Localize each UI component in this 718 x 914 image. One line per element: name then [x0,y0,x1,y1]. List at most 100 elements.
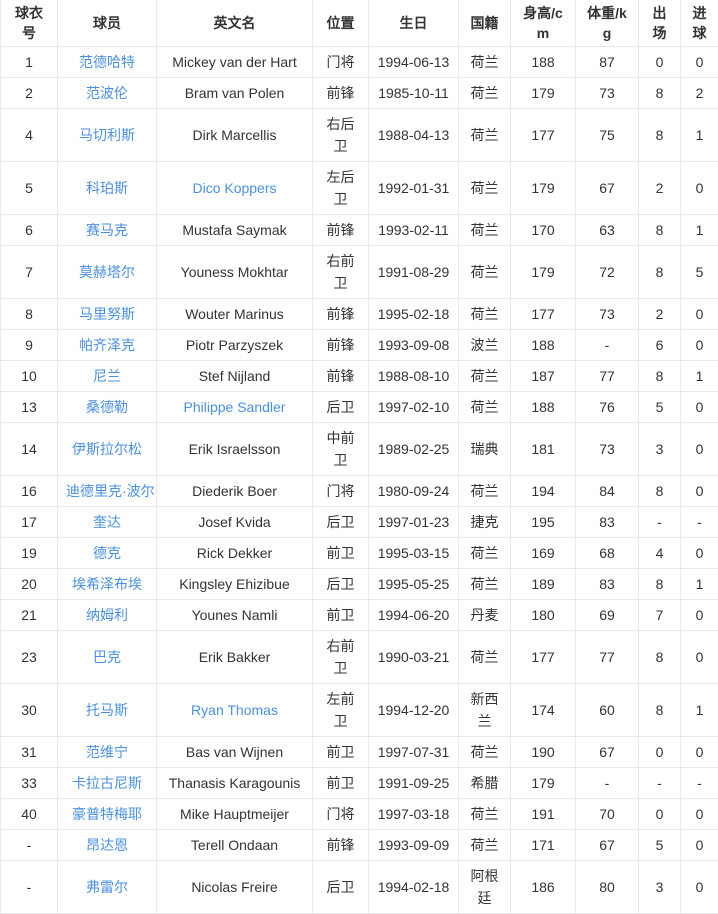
cell-appearances: 6 [639,330,681,361]
cell-english-name-text: Rick Dekker [197,545,272,561]
cell-height-text: 191 [531,806,554,822]
cell-weight-text: - [605,775,610,791]
cell-english-name-text: Mustafa Saymak [182,222,286,238]
cell-nationality-text: 荷兰 [471,837,499,853]
player-name-link[interactable]: 范维宁 [86,744,128,760]
cell-english-name-text: Josef Kvida [198,514,270,530]
player-name-link[interactable]: 豪普特梅耶 [72,806,142,822]
cell-english-name: Diederik Boer [157,476,313,507]
cell-appearances-text: 2 [656,180,664,196]
cell-birthday-text: 1980-09-24 [378,483,450,499]
cell-position-text: 后卫 [327,399,355,415]
cell-birthday: 1994-06-13 [369,47,459,78]
cell-jersey-number-text: - [27,879,32,895]
cell-appearances: 7 [639,600,681,631]
player-name-link[interactable]: 弗雷尔 [86,879,128,895]
player-en-name-link[interactable]: Ryan Thomas [191,702,278,718]
column-header-weight: 体重/kg [576,0,639,47]
column-header-label: 体重/kg [586,3,628,43]
player-name-link[interactable]: 赛马克 [86,222,128,238]
cell-birthday-text: 1994-02-18 [378,879,450,895]
cell-weight-text: - [605,337,610,353]
cell-english-name-text: Mike Hauptmeijer [180,806,289,822]
cell-height: 188 [511,47,576,78]
cell-height-text: 170 [531,222,554,238]
cell-nationality-text: 荷兰 [471,180,499,196]
cell-position: 门将 [313,47,369,78]
cell-height: 177 [511,631,576,684]
cell-birthday-text: 1995-03-15 [378,545,450,561]
player-name-link[interactable]: 奎达 [93,514,121,530]
player-name-link[interactable]: 尼兰 [93,368,121,384]
cell-birthday-text: 1985-10-11 [378,85,449,101]
cell-jersey-number-text: 9 [25,337,33,353]
player-name-link[interactable]: 埃希泽布埃 [72,576,142,592]
column-header-label: 国籍 [471,13,499,33]
cell-english-name: Erik Bakker [157,631,313,684]
player-name-link[interactable]: 范德哈特 [79,54,135,70]
cell-birthday: 1995-03-15 [369,538,459,569]
cell-appearances: 8 [639,631,681,684]
cell-birthday-text: 1997-03-18 [378,806,450,822]
player-en-name-link[interactable]: Philippe Sandler [184,399,286,415]
player-name-link[interactable]: 昂达恩 [86,837,128,853]
cell-jersey-number-text: 2 [25,85,33,101]
cell-goals: 0 [681,392,718,423]
cell-weight-text: 67 [599,744,615,760]
player-name-link[interactable]: 科珀斯 [86,180,128,196]
cell-english-name-text: Nicolas Freire [191,879,277,895]
player-name-link[interactable]: 迪德里克·波尔 [66,483,155,499]
player-name-link[interactable]: 帕齐泽克 [79,337,135,353]
cell-birthday: 1980-09-24 [369,476,459,507]
cell-appearances-text: 0 [656,806,664,822]
player-name-link[interactable]: 桑德勒 [86,399,128,415]
cell-appearances-text: 8 [656,576,664,592]
cell-appearances: 8 [639,78,681,109]
cell-goals-text: 1 [696,222,704,238]
cell-birthday: 1993-09-08 [369,330,459,361]
column-header-nat: 国籍 [459,0,511,47]
cell-position-text: 前卫 [327,775,355,791]
column-header-label: 位置 [327,13,355,33]
cell-height-text: 180 [531,607,554,623]
cell-goals-text: 1 [696,576,704,592]
player-name-link[interactable]: 莫赫塔尔 [79,264,135,280]
cell-nationality-text: 荷兰 [471,744,499,760]
cell-nationality-text: 荷兰 [471,368,499,384]
cell-appearances: 0 [639,47,681,78]
cell-birthday-text: 1994-06-20 [378,607,450,623]
cell-position-text: 前锋 [327,85,355,101]
player-en-name-link[interactable]: Dico Koppers [192,180,276,196]
cell-jersey-number-text: 19 [21,545,37,561]
player-name-link[interactable]: 伊斯拉尔松 [72,441,142,457]
player-name-link[interactable]: 巴克 [93,649,121,665]
player-name-link[interactable]: 卡拉古尼斯 [72,775,142,791]
player-name-link[interactable]: 德克 [93,545,121,561]
cell-height: 191 [511,799,576,830]
cell-weight-text: 83 [599,514,615,530]
cell-height-text: 179 [531,180,554,196]
cell-appearances-text: 8 [656,264,664,280]
cell-weight: 67 [576,162,639,215]
cell-english-name: Mustafa Saymak [157,215,313,246]
player-name-link[interactable]: 纳姆利 [86,607,128,623]
cell-nationality-text: 荷兰 [471,264,499,280]
player-name-link[interactable]: 范波伦 [86,85,128,101]
cell-appearances: 8 [639,476,681,507]
cell-appearances: 8 [639,361,681,392]
cell-goals-text: 1 [696,368,704,384]
player-name-link[interactable]: 马里努斯 [79,306,135,322]
cell-jersey-number-text: 23 [21,649,37,665]
cell-english-name: Kingsley Ehizibue [157,569,313,600]
cell-appearances-text: 5 [656,399,664,415]
player-name-link[interactable]: 马切利斯 [79,127,135,143]
cell-jersey-number: 6 [1,215,58,246]
player-name-link[interactable]: 托马斯 [86,702,128,718]
